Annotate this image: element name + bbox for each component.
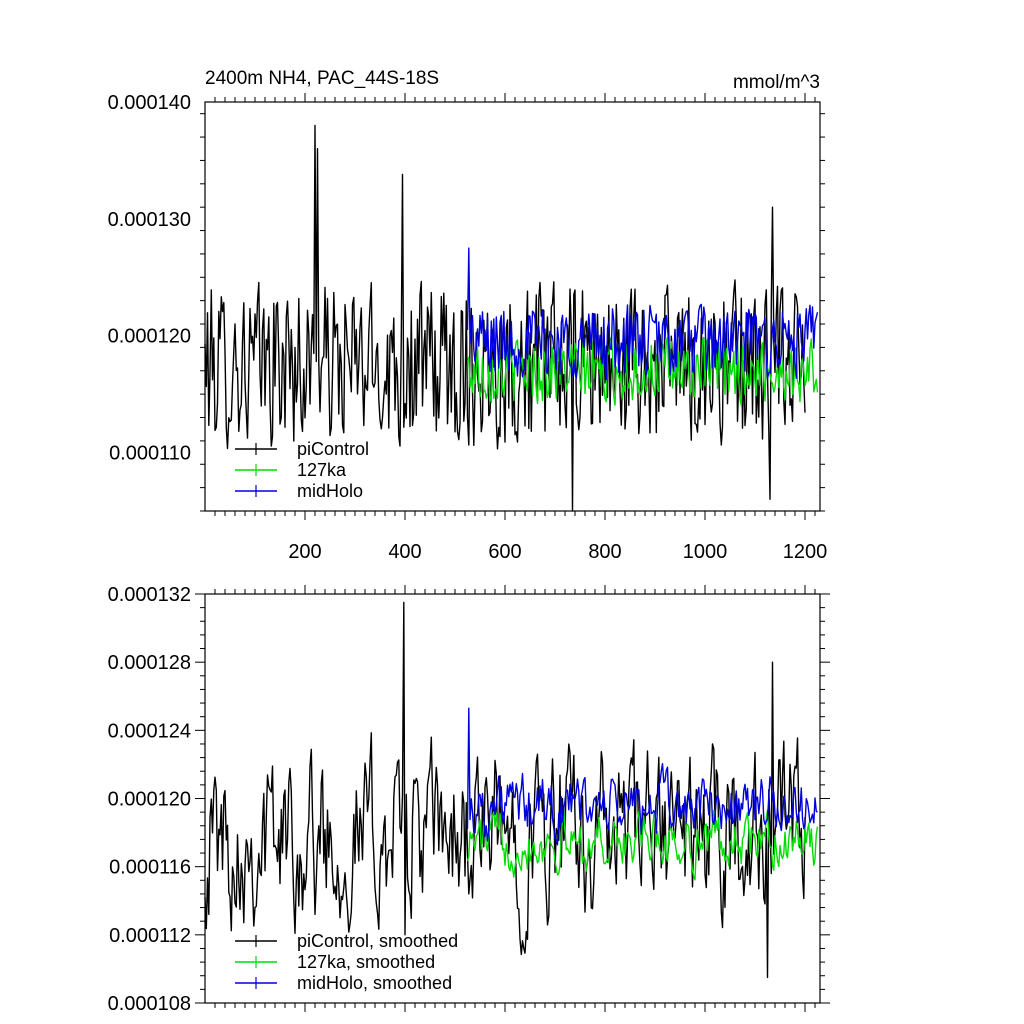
units-label: mmol/m^3 [733,72,820,93]
y-tick-label: 0.000120 [108,789,191,811]
y-tick-label: 0.000132 [108,584,191,606]
series-line-127ka [466,336,819,407]
y-tick-label: 0.000116 [109,857,191,879]
y-tick-label: 0.000108 [108,993,191,1015]
series-line-127ka-smoothed [466,808,819,881]
y-tick-label: 0.000128 [108,652,191,674]
y-tick-label: 0.000110 [109,443,191,465]
bottom-panel: 0.000108 0.000112 0.000116 0.000120 0.000124… [108,584,830,1015]
chart-title: 2400m NH4, PAC_44S-18S [205,68,439,89]
legend-label: 127ka, smoothed [297,952,435,972]
x-tick-label: 1000 [683,541,728,563]
series-line-picontrol-smoothed [204,601,806,979]
y-tick-label: 0.000112 [109,925,191,947]
top-panel: 0.000110 0.000120 0.000130 0.000140 200 400 60… [108,68,828,563]
plot-frame [204,101,821,512]
series-line-picontrol [204,124,806,512]
legend-label: piControl, smoothed [297,931,458,951]
series-line-midholo [466,247,819,381]
legend-label: piControl [297,439,369,459]
legend-label: midHolo, smoothed [297,973,452,993]
y-tick-label: 0.000130 [108,209,191,231]
x-tick-label: 1200 [783,541,828,563]
series-line-midholo-smoothed [466,707,818,846]
x-tick-label: 600 [488,541,521,563]
x-tick-label: 800 [588,541,621,563]
y-tick-label: 0.000140 [108,92,191,114]
y-tick-label: 0.000124 [108,720,191,742]
x-tick-label: 400 [388,541,421,563]
legend-label: 127ka [297,460,347,480]
legend-label: midHolo [297,481,363,501]
y-tick-label: 0.000120 [108,326,191,348]
x-tick-label: 200 [288,541,321,563]
